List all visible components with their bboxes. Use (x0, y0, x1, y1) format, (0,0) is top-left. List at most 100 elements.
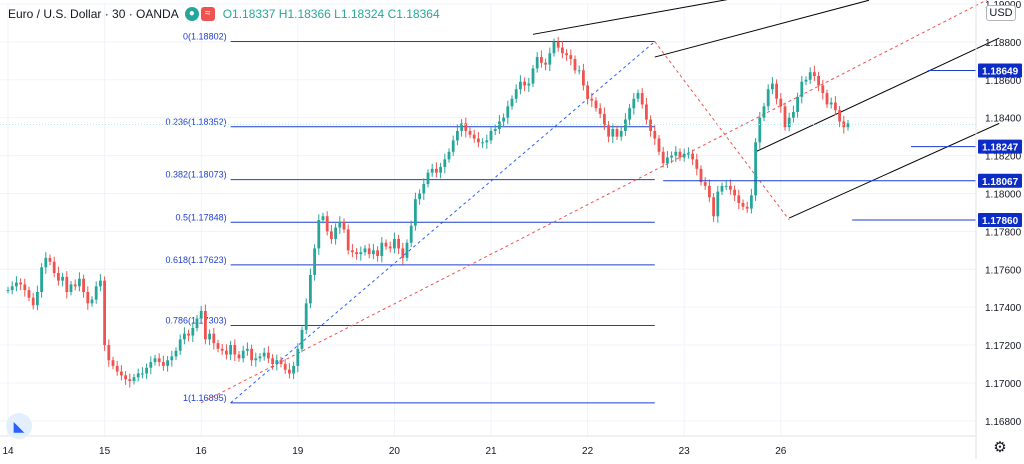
candle-body (674, 151, 678, 156)
candle-body (115, 365, 119, 372)
candle-body (800, 81, 804, 97)
candle-body (372, 250, 375, 255)
candle-body (792, 112, 795, 118)
settings-gear-icon[interactable]: ⚙ (993, 439, 1007, 456)
candle-body (733, 189, 736, 196)
candle-body (229, 345, 232, 355)
trendlines[interactable] (200, 0, 1000, 404)
candle-body (834, 102, 837, 111)
candle-body (204, 310, 207, 340)
candle-body (552, 41, 556, 54)
market-open-icon[interactable]: ● (184, 7, 199, 21)
candle-body (44, 257, 48, 268)
candle-body (813, 72, 816, 76)
grid (0, 3, 976, 436)
price-tick-label: 1.17200 (985, 341, 1022, 352)
candle-body (443, 159, 447, 167)
candle-body (401, 248, 405, 258)
candle-body (628, 108, 631, 120)
candle-body (653, 130, 657, 139)
candle-body (607, 125, 610, 137)
candle-body (178, 339, 182, 351)
high-value: H1.18366 (278, 7, 331, 21)
candle-body (527, 83, 531, 86)
time-tick-label: 15 (99, 446, 111, 457)
candle-body (825, 93, 829, 105)
price-tag-text: 1.18247 (982, 143, 1019, 154)
pattern-icon[interactable]: ≈ (200, 7, 215, 21)
candle-body (48, 257, 52, 262)
close-value: C1.18364 (387, 7, 440, 21)
candle-body (237, 354, 241, 359)
candle-body (90, 299, 94, 304)
fibonacci-retracement[interactable]: 0(1.18802) 0.236(1.18352) 0.382(1.18073) 0.… (166, 32, 656, 404)
candle-body (250, 348, 253, 361)
candle-body (157, 358, 161, 363)
candle-body (670, 155, 673, 158)
horizontal-lines[interactable] (0, 70, 976, 221)
candle-body (775, 83, 778, 99)
candle-body (426, 172, 430, 184)
candle-body (447, 151, 451, 160)
candle-body (279, 360, 283, 364)
candle-body (283, 364, 287, 370)
candle-body (737, 195, 741, 203)
candle-body (808, 72, 812, 80)
price-tag-bg (978, 213, 1022, 227)
candle-body (397, 238, 400, 249)
candle-body (82, 278, 85, 292)
candle-body (187, 333, 190, 336)
price-tick-label: 1.18200 (985, 152, 1022, 163)
candle-body (65, 276, 69, 292)
time-tick-label: 20 (389, 446, 401, 457)
price-tick-label: 1.18400 (985, 114, 1022, 125)
candle-body (174, 350, 178, 357)
tradingview-logo-icon[interactable]: ◣ (6, 413, 32, 439)
candle-body (388, 246, 392, 249)
candle-body (292, 365, 295, 374)
price-tag-text: 1.18649 (982, 67, 1019, 78)
candle-body (149, 362, 153, 368)
candle-body (603, 113, 606, 126)
candle-body (57, 273, 60, 281)
price-tag-bg (978, 63, 1022, 78)
candle-body (720, 185, 724, 192)
time-tick-label: 16 (196, 446, 208, 457)
candle-body (296, 348, 300, 366)
candle-body (649, 119, 652, 131)
candle-body (464, 123, 468, 131)
price-tag-bg (978, 173, 1022, 188)
channel-line (654, 0, 870, 58)
candle-body (254, 358, 258, 361)
fib-level-label: 0.382(1.18073) (166, 170, 227, 180)
candle-body (548, 53, 552, 65)
time-tick-label: 22 (582, 446, 594, 457)
candle-body (61, 276, 64, 281)
candle-body (598, 108, 602, 114)
price-tick-label: 1.17400 (985, 303, 1022, 314)
candles (6, 36, 850, 388)
candle-body (460, 123, 463, 131)
price-tag-text: 1.17860 (982, 216, 1019, 227)
candle-body (170, 356, 174, 361)
candle-body (640, 93, 644, 105)
candle-body (304, 303, 308, 330)
candle-body (73, 284, 77, 287)
candle-body (645, 104, 648, 120)
candle-body (275, 360, 279, 364)
candle-body (666, 157, 669, 164)
candle-body (309, 274, 312, 304)
candle-body (506, 106, 510, 118)
candle-body (519, 81, 522, 90)
candle-body (594, 100, 598, 109)
candle-body (762, 106, 766, 118)
currency-badge[interactable]: USD (986, 5, 1016, 21)
candle-body (779, 98, 783, 107)
candle-body (338, 221, 342, 228)
candle-body (590, 98, 594, 101)
candle-body (52, 261, 56, 274)
candle-body (691, 153, 694, 160)
candle-body (107, 345, 111, 361)
time-axis[interactable]: 14 15 16 19 20 21 22 23 26 (2, 446, 786, 457)
